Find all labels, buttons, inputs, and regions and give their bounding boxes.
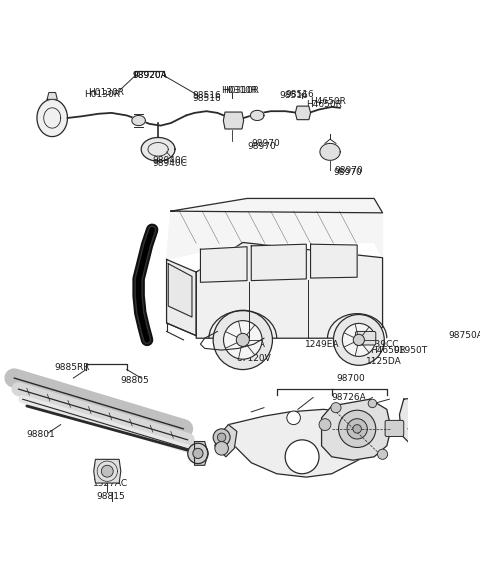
Text: 91950T: 91950T bbox=[394, 345, 428, 354]
Circle shape bbox=[285, 440, 319, 474]
Text: 9885RR: 9885RR bbox=[55, 362, 90, 371]
Text: 98970: 98970 bbox=[247, 142, 276, 151]
Text: H4650R: H4650R bbox=[370, 345, 406, 354]
Polygon shape bbox=[215, 425, 237, 457]
Polygon shape bbox=[194, 441, 208, 465]
Text: 98940C: 98940C bbox=[152, 156, 187, 165]
Polygon shape bbox=[399, 395, 467, 452]
FancyBboxPatch shape bbox=[385, 420, 404, 436]
Text: 87120V: 87120V bbox=[237, 354, 272, 363]
Circle shape bbox=[338, 410, 376, 448]
Polygon shape bbox=[251, 110, 264, 120]
Text: 1327AC: 1327AC bbox=[93, 479, 128, 488]
Text: 98815: 98815 bbox=[96, 492, 125, 501]
Text: 98516: 98516 bbox=[285, 90, 314, 99]
Circle shape bbox=[342, 323, 375, 357]
Polygon shape bbox=[320, 143, 340, 160]
Polygon shape bbox=[167, 198, 383, 260]
Circle shape bbox=[193, 448, 203, 458]
Text: 98801: 98801 bbox=[27, 431, 56, 439]
Polygon shape bbox=[141, 137, 175, 161]
Polygon shape bbox=[37, 99, 68, 137]
Circle shape bbox=[353, 425, 361, 433]
FancyBboxPatch shape bbox=[356, 332, 376, 345]
Polygon shape bbox=[132, 115, 145, 126]
Text: 98516: 98516 bbox=[192, 94, 221, 103]
Text: 98970: 98970 bbox=[334, 168, 362, 177]
Circle shape bbox=[319, 419, 331, 431]
Text: 98750A: 98750A bbox=[449, 331, 480, 340]
Text: 1339CC: 1339CC bbox=[364, 340, 399, 349]
Text: 98940C: 98940C bbox=[152, 159, 187, 168]
Circle shape bbox=[353, 335, 364, 345]
Text: 1249EA: 1249EA bbox=[305, 340, 339, 349]
Circle shape bbox=[236, 333, 249, 346]
Circle shape bbox=[215, 441, 228, 455]
Circle shape bbox=[377, 449, 388, 460]
Polygon shape bbox=[196, 243, 383, 338]
Text: 98726A: 98726A bbox=[332, 393, 367, 402]
Text: H0310R: H0310R bbox=[223, 86, 259, 94]
Text: 98516: 98516 bbox=[279, 91, 308, 101]
Polygon shape bbox=[94, 460, 121, 483]
Polygon shape bbox=[47, 93, 57, 99]
Text: 98516: 98516 bbox=[192, 91, 221, 101]
Circle shape bbox=[101, 465, 113, 477]
Circle shape bbox=[217, 433, 226, 441]
Text: H4650R: H4650R bbox=[311, 97, 347, 106]
Polygon shape bbox=[201, 247, 247, 282]
Text: 98755A: 98755A bbox=[230, 340, 265, 349]
Polygon shape bbox=[228, 410, 370, 477]
Text: H0130R: H0130R bbox=[84, 90, 120, 99]
Text: 98970: 98970 bbox=[334, 166, 363, 175]
Text: 98805: 98805 bbox=[120, 376, 149, 385]
Polygon shape bbox=[223, 112, 244, 129]
Circle shape bbox=[334, 315, 384, 365]
Text: 98920A: 98920A bbox=[132, 71, 168, 80]
Circle shape bbox=[224, 320, 262, 359]
Circle shape bbox=[213, 310, 273, 370]
Text: H0130R: H0130R bbox=[88, 88, 124, 97]
Polygon shape bbox=[322, 399, 391, 460]
Text: 98700: 98700 bbox=[336, 374, 365, 383]
Text: 98920A: 98920A bbox=[132, 71, 168, 80]
Text: H4650R: H4650R bbox=[306, 100, 342, 109]
Circle shape bbox=[213, 429, 230, 446]
Circle shape bbox=[287, 411, 300, 425]
Text: 1125DA: 1125DA bbox=[366, 357, 401, 366]
Text: 98970: 98970 bbox=[251, 139, 280, 148]
Polygon shape bbox=[295, 106, 311, 120]
Circle shape bbox=[331, 403, 341, 413]
Polygon shape bbox=[311, 244, 357, 278]
Circle shape bbox=[188, 443, 208, 463]
Polygon shape bbox=[168, 264, 192, 317]
Circle shape bbox=[368, 399, 377, 408]
Text: H0310R: H0310R bbox=[222, 86, 258, 94]
Polygon shape bbox=[167, 260, 196, 336]
Circle shape bbox=[347, 419, 367, 439]
Polygon shape bbox=[251, 244, 306, 281]
